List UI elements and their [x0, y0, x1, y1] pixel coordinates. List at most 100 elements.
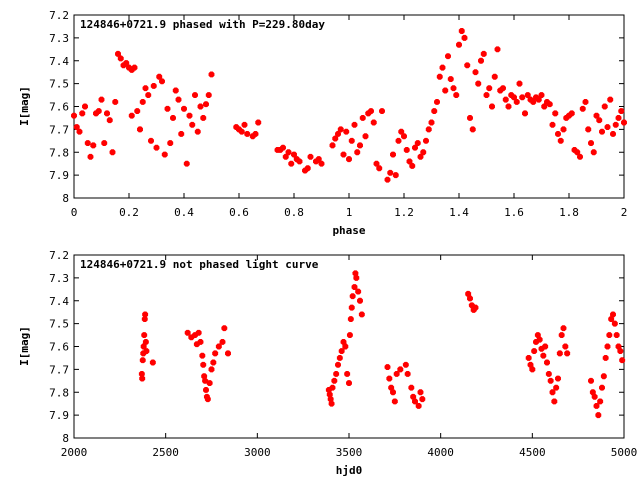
data-point: [546, 101, 553, 108]
data-point: [552, 110, 559, 117]
data-point: [73, 124, 80, 131]
data-point: [538, 92, 545, 99]
data-point: [486, 85, 493, 92]
data-point: [352, 270, 359, 277]
data-points: [138, 270, 626, 419]
data-point: [84, 140, 91, 147]
data-point: [417, 389, 424, 396]
data-point: [241, 121, 248, 128]
data-point: [522, 110, 528, 117]
x-tick-label: 5000: [611, 446, 638, 459]
data-point: [128, 112, 135, 119]
data-point: [156, 73, 163, 80]
data-point: [159, 78, 165, 85]
data-point: [202, 377, 209, 384]
data-point: [338, 348, 345, 355]
data-point: [536, 336, 543, 343]
data-point: [332, 135, 339, 142]
data-point: [349, 293, 356, 300]
data-point: [346, 380, 352, 387]
data-point: [524, 92, 531, 99]
data-point: [346, 332, 353, 339]
data-point: [478, 57, 484, 64]
y-axis-label: I[mag]: [18, 326, 31, 366]
data-point: [357, 142, 363, 149]
data-point: [368, 108, 374, 115]
data-point: [489, 103, 495, 110]
data-point: [150, 82, 157, 89]
data-point: [175, 96, 182, 103]
data-point: [172, 87, 179, 94]
data-point: [558, 332, 565, 339]
data-point: [238, 128, 245, 135]
data-point: [139, 357, 146, 364]
data-point: [71, 112, 77, 119]
data-point: [296, 158, 303, 165]
data-point: [404, 370, 411, 377]
data-point: [420, 149, 427, 156]
data-point: [82, 103, 88, 110]
data-point: [511, 94, 517, 101]
data-point: [186, 112, 193, 119]
data-point: [611, 320, 618, 327]
data-point: [502, 96, 509, 103]
data-point: [606, 332, 613, 339]
y-tick-label: 7.4: [49, 295, 69, 308]
y-tick-label: 7.6: [49, 341, 69, 354]
data-point: [225, 350, 231, 357]
data-point: [602, 354, 609, 361]
data-point: [608, 316, 615, 323]
data-point: [373, 160, 380, 167]
data-point: [593, 112, 600, 119]
phased-light-curve-panel: 7.2 7.3 7.4 7.5 7.6 7.7 7.8 7.9 8 0 0.2 0.4 0.6 0.8 1…: [18, 9, 627, 237]
x-tick-label: 4000: [427, 446, 454, 459]
data-point: [379, 108, 385, 115]
data-point: [329, 384, 336, 391]
data-point: [215, 343, 222, 350]
x-axis-label: hjd0: [336, 464, 363, 477]
data-point: [384, 176, 391, 183]
data-point: [406, 158, 413, 165]
data-point: [388, 384, 395, 391]
data-point: [535, 96, 542, 103]
x-ticks: 0 0.2 0.4 0.6 0.8 1 1.2 1.4 1.6 1.8 2: [71, 15, 628, 219]
data-point: [109, 149, 116, 156]
data-point: [408, 384, 415, 391]
x-tick-label: 3500: [336, 446, 363, 459]
data-point: [347, 316, 354, 323]
y-tick-label: 7.6: [49, 101, 69, 114]
y-tick-label: 8: [62, 432, 69, 445]
data-point: [525, 354, 532, 361]
data-point: [138, 370, 145, 377]
data-point: [617, 348, 624, 355]
data-point: [98, 96, 105, 103]
x-tick-label: 1: [346, 206, 353, 219]
data-point: [76, 128, 83, 135]
data-point: [149, 359, 156, 366]
data-point: [344, 370, 351, 377]
x-ticks: 2000 2500 3000 3500 4000 4500 5000: [61, 255, 638, 459]
data-point: [465, 290, 472, 297]
data-point: [167, 140, 174, 147]
data-point: [574, 149, 581, 156]
data-point: [469, 126, 476, 133]
data-point: [384, 364, 391, 371]
data-point: [445, 53, 451, 60]
chart-title: 124846+0721.9 not phased light curve: [80, 258, 319, 271]
data-point: [412, 398, 418, 405]
data-point: [304, 165, 311, 172]
data-point: [564, 350, 571, 357]
x-tick-label: 1.8: [559, 206, 579, 219]
data-point: [184, 329, 191, 336]
data-point: [401, 133, 407, 140]
data-point: [351, 284, 358, 290]
data-point: [419, 396, 426, 403]
data-point: [595, 412, 602, 419]
data-point: [134, 108, 141, 115]
x-tick-label: 2: [621, 206, 628, 219]
data-point: [206, 380, 213, 387]
data-point: [140, 343, 147, 350]
data-point: [604, 343, 611, 350]
data-point: [194, 128, 201, 135]
data-point: [183, 160, 190, 167]
